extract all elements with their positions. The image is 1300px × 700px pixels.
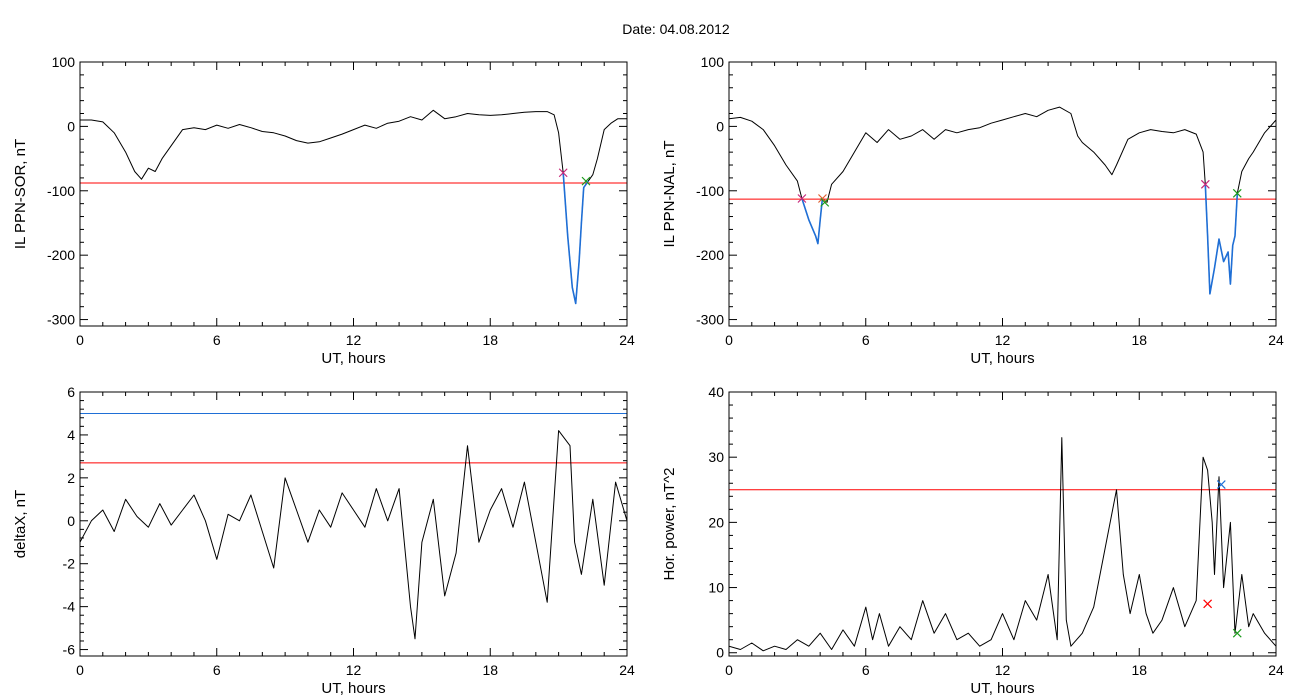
x-marker: [1200, 179, 1210, 189]
x-tick-label: 24: [619, 332, 635, 348]
y-axis-label: deltaX, nT: [12, 490, 29, 558]
x-tick-label: 12: [995, 662, 1011, 678]
x-tick-label: 24: [1268, 332, 1284, 348]
x-axis-label: UT, hours: [970, 350, 1034, 367]
y-tick-label: 10: [708, 580, 724, 596]
plot-il-ppn-sor: 0 6 12 18 24 -300 -200 -100 0 100 UT, hours IL PPN-…: [12, 54, 635, 367]
plot-il-ppn-nal: 0 6 12 18 24 -300 -200 -100 0 100 UT, hours IL PPN-…: [661, 54, 1284, 367]
y-tick-label: -200: [47, 247, 75, 263]
x-marker: [1232, 188, 1242, 198]
plot-frame: [79, 391, 628, 657]
x-tick-label: 0: [725, 332, 733, 348]
y-tick-label: 100: [52, 54, 76, 70]
y-tick-label: 30: [708, 449, 724, 465]
x-tick-label: 0: [725, 662, 733, 678]
y-tick-label: 0: [716, 118, 724, 134]
y-tick-label: 40: [708, 384, 724, 400]
y-tick-label: 0: [716, 645, 724, 661]
series-line: [80, 430, 627, 640]
x-tick-label: 0: [76, 662, 84, 678]
y-tick-label: -200: [696, 247, 724, 263]
series-group: [729, 437, 1276, 652]
x-tick-label: 6: [213, 332, 221, 348]
y-tick-label: 4: [67, 427, 75, 443]
x-axis-label: UT, hours: [321, 350, 385, 367]
y-axis-label: IL PPN-SOR, nT: [12, 139, 29, 249]
y-tick-label: 20: [708, 514, 724, 530]
series-line: [801, 198, 824, 245]
y-tick-label: -300: [47, 312, 75, 328]
y-tick-label: -4: [63, 599, 76, 615]
series-line: [562, 172, 589, 305]
series-line: [729, 437, 1276, 652]
series-group: [729, 106, 1276, 295]
series-group: [80, 109, 627, 305]
plot-frame: [79, 61, 628, 327]
series-line: [80, 109, 627, 304]
x-tick-label: 12: [346, 662, 362, 678]
x-tick-label: 12: [995, 332, 1011, 348]
y-tick-label: -100: [696, 183, 724, 199]
y-axis-label: Hor. power, nT^2: [661, 468, 678, 581]
x-tick-label: 24: [1268, 662, 1284, 678]
x-tick-label: 6: [213, 662, 221, 678]
x-marker: [1232, 628, 1242, 638]
x-tick-label: 18: [1131, 332, 1147, 348]
series-line: [1204, 184, 1239, 295]
x-marker: [581, 176, 591, 186]
y-tick-label: -2: [63, 556, 76, 572]
y-tick-label: -6: [63, 642, 76, 658]
x-tick-label: 24: [619, 662, 635, 678]
x-axis-label: UT, hours: [321, 680, 385, 697]
x-marker: [1203, 599, 1213, 609]
x-marker: [820, 197, 830, 207]
x-tick-label: 6: [862, 662, 870, 678]
x-tick-label: 6: [862, 332, 870, 348]
series-line: [729, 106, 1276, 295]
plot-frame: [728, 391, 1277, 657]
x-axis-label: UT, hours: [970, 680, 1034, 697]
x-tick-label: 18: [1131, 662, 1147, 678]
y-tick-label: 100: [701, 54, 725, 70]
x-tick-label: 18: [482, 332, 498, 348]
series-group: [80, 430, 627, 640]
y-tick-label: 2: [67, 470, 75, 486]
y-tick-label: 0: [67, 118, 75, 134]
x-marker: [797, 194, 807, 203]
y-axis-label: IL PPN-NAL, nT: [661, 141, 678, 248]
y-tick-label: 6: [67, 384, 75, 400]
x-tick-label: 12: [346, 332, 362, 348]
x-marker: [1216, 480, 1226, 489]
date-title: Date: 04.08.2012: [622, 21, 730, 37]
x-tick-label: 18: [482, 662, 498, 678]
y-tick-label: -100: [47, 183, 75, 199]
plot-horizontal-power: 0 6 12 18 24 0 10 20 30 40 UT, hours Hor. power, nT…: [661, 384, 1284, 697]
y-tick-label: -300: [696, 312, 724, 328]
x-marker: [558, 168, 568, 178]
plot-frame: [728, 61, 1277, 327]
x-tick-label: 0: [76, 332, 84, 348]
y-tick-label: 0: [67, 513, 75, 529]
